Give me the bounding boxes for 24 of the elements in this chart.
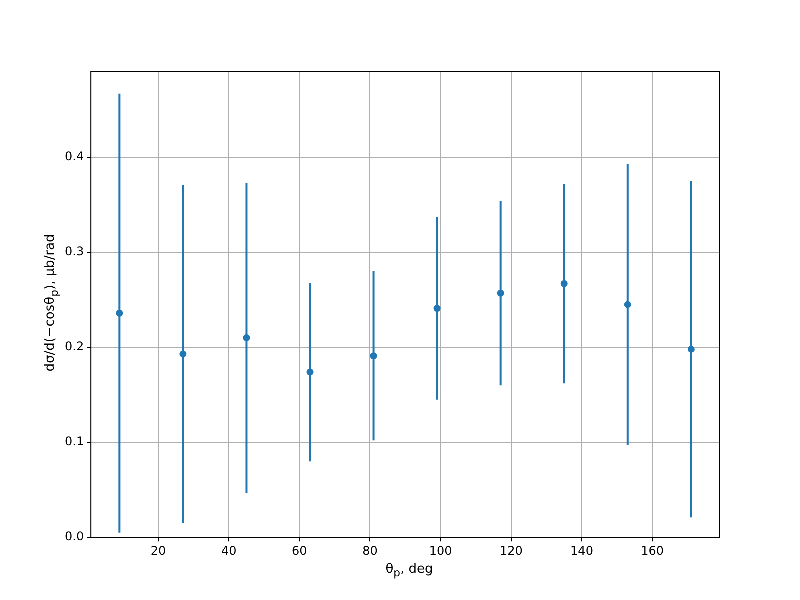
y-tick-label: 0.0 xyxy=(64,530,84,544)
y-tick-label: 0.3 xyxy=(64,244,84,259)
point xyxy=(688,346,695,353)
point xyxy=(497,290,504,297)
y-tick-label: 0.1 xyxy=(64,434,84,449)
point xyxy=(180,350,187,358)
x-tick-label: 140 xyxy=(570,544,594,558)
y-tick-label: 0.4 xyxy=(64,150,84,164)
x-tick-label: 40 xyxy=(221,544,237,558)
point xyxy=(434,305,441,312)
point xyxy=(370,352,378,360)
x-tick-label: 80 xyxy=(362,544,378,558)
point xyxy=(624,301,632,308)
x-tick-label: 20 xyxy=(150,544,166,558)
x-axis-title: θ$_{p}$, deg xyxy=(384,562,434,580)
y-tick-label: 0.2 xyxy=(64,340,84,354)
point xyxy=(243,334,250,342)
x-tick-label: 120 xyxy=(500,544,523,558)
point xyxy=(560,280,568,288)
point xyxy=(306,368,314,376)
x-tick-label: 60 xyxy=(292,544,308,558)
x-tick-label: 160 xyxy=(641,544,664,558)
x-tick-label: 100 xyxy=(429,544,452,558)
point xyxy=(116,310,124,317)
